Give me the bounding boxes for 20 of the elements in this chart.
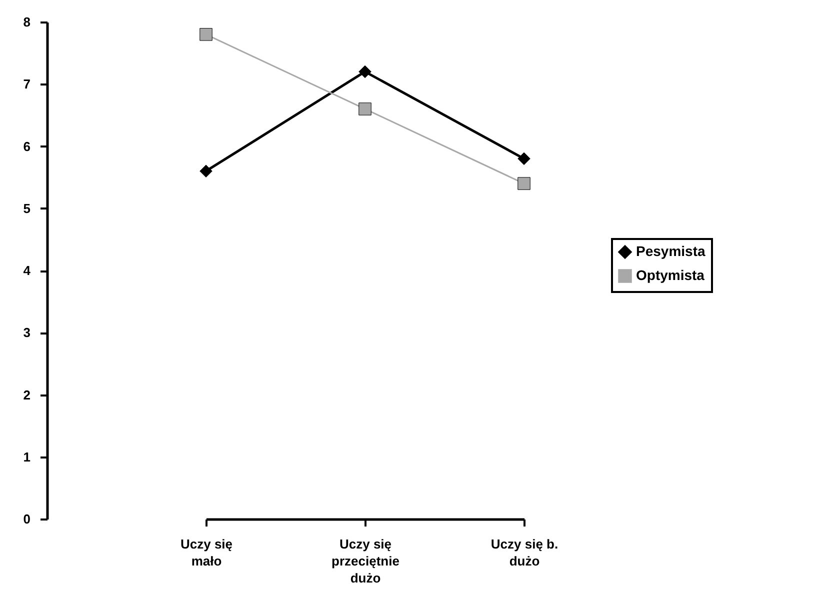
point <box>518 177 530 190</box>
point <box>200 164 212 178</box>
y-tick-label: 5 <box>23 200 30 216</box>
point <box>200 28 212 41</box>
point <box>358 102 372 116</box>
y-tick-label: 6 <box>23 138 30 154</box>
y-tick-label: 1 <box>23 449 30 464</box>
y-tick-label: 8 <box>23 14 30 30</box>
x-tick-label: Uczy się przeciętnie dużo <box>332 536 400 586</box>
x-tick-label: Uczy się b. dużo <box>490 536 558 568</box>
point <box>358 65 372 78</box>
legend-label: Optymista <box>636 267 705 283</box>
legend-label: Pesymista <box>636 243 706 259</box>
x-tick-label: Uczy się mało <box>180 536 233 568</box>
y-tick-label: 3 <box>23 325 30 340</box>
point <box>518 152 530 166</box>
y-tick-label: 0 <box>23 512 30 526</box>
y-tick-label: 2 <box>23 387 30 402</box>
y-tick-label: 4 <box>23 263 32 278</box>
y-tick-label: 7 <box>23 76 30 92</box>
